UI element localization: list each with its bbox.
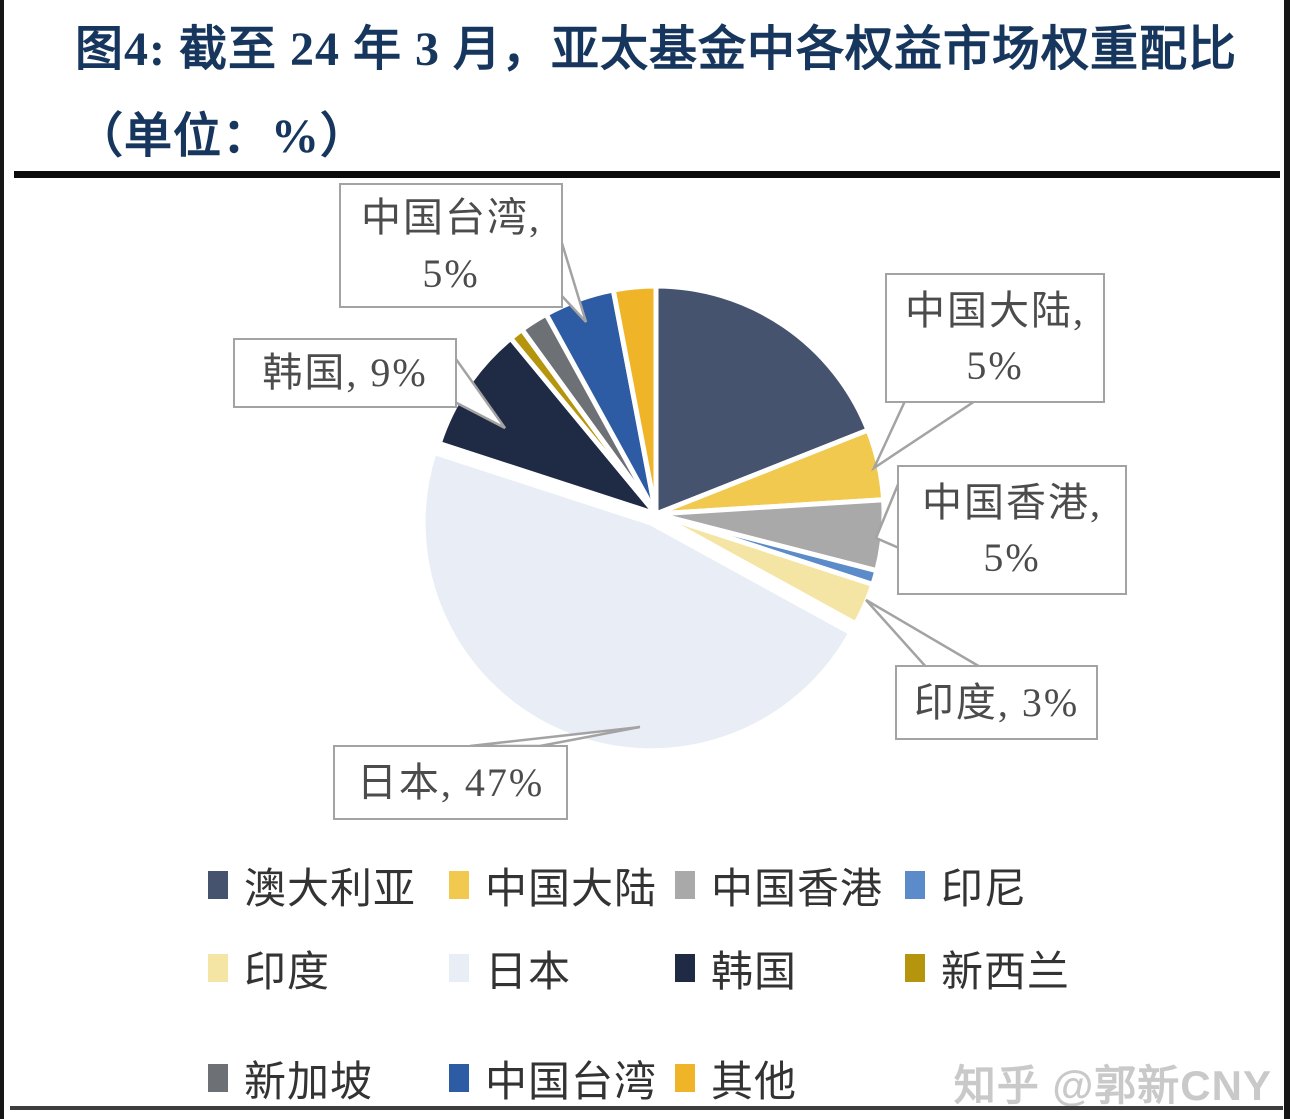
pie-slices bbox=[420, 283, 887, 754]
legend-swatch-china-hongkong bbox=[675, 871, 695, 899]
legend-swatch-japan bbox=[449, 954, 469, 982]
legend-label-china-taiwan: 中国台湾 bbox=[485, 1059, 658, 1106]
figure-bottom-rule bbox=[10, 1106, 1283, 1110]
legend-swatch-indonesia bbox=[905, 871, 925, 899]
callout-china-hongkong-line1: 中国香港, bbox=[922, 479, 1102, 525]
legend-item-indonesia: 印尼 bbox=[905, 855, 1027, 916]
legend-swatch-australia bbox=[208, 871, 228, 899]
callout-japan-line1: 日本, 47% bbox=[356, 759, 545, 805]
legend-item-japan: 日本 bbox=[449, 938, 675, 999]
figure-title-line1: 图4: 截至 24 年 3 月，亚太基金中各权益市场权重配比 bbox=[75, 23, 1237, 76]
screen-edge-right bbox=[1284, 0, 1290, 1119]
legend-label-australia: 澳大利亚 bbox=[244, 866, 417, 913]
callout-china-taiwan-line1: 中国台湾, bbox=[361, 195, 541, 241]
legend-row-3: 新加坡 中国台湾 其他 bbox=[208, 1048, 905, 1108]
legend-label-singapore: 新加坡 bbox=[244, 1059, 374, 1106]
callout-south-korea-line1: 韩国, 9% bbox=[262, 350, 428, 396]
legend-label-china-mainland: 中国大陆 bbox=[485, 866, 658, 913]
callout-china-taiwan: 中国台湾, 5% bbox=[339, 183, 563, 308]
callout-china-mainland-line1: 中国大陆, bbox=[905, 287, 1085, 333]
callout-china-hongkong: 中国香港, 5% bbox=[897, 465, 1127, 595]
legend-label-indonesia: 印尼 bbox=[941, 866, 1028, 913]
legend-item-china-taiwan: 中国台湾 bbox=[449, 1048, 675, 1109]
figure-title: 图4: 截至 24 年 3 月，亚太基金中各权益市场权重配比 （单位：%） bbox=[75, 6, 1280, 181]
watermark: 知乎 @郭新CNY bbox=[953, 1062, 1272, 1109]
callout-tail-china-mainland bbox=[871, 399, 980, 472]
legend-swatch-others bbox=[675, 1064, 695, 1092]
legend-swatch-china-mainland bbox=[449, 871, 469, 899]
legend-label-india: 印度 bbox=[244, 949, 331, 996]
callout-south-korea: 韩国, 9% bbox=[233, 338, 457, 408]
callout-india-line1: 印度, 3% bbox=[913, 679, 1080, 725]
legend-item-australia: 澳大利亚 bbox=[208, 855, 449, 916]
legend-item-china-mainland: 中国大陆 bbox=[449, 855, 675, 916]
legend-label-others: 其他 bbox=[711, 1059, 798, 1106]
callout-china-hongkong-line2: 5% bbox=[983, 535, 1041, 580]
pie-slice-japan bbox=[420, 450, 854, 754]
callout-china-mainland: 中国大陆, 5% bbox=[885, 273, 1105, 403]
callout-tail-india bbox=[865, 598, 987, 670]
pie-slice-india bbox=[653, 511, 876, 627]
legend-item-china-hongkong: 中国香港 bbox=[675, 855, 905, 916]
screen-edge-left bbox=[0, 0, 4, 1119]
legend-item-singapore: 新加坡 bbox=[208, 1048, 449, 1109]
legend-item-others: 其他 bbox=[675, 1048, 905, 1109]
title-divider-rule bbox=[14, 171, 1280, 178]
pie-slice-others bbox=[610, 283, 659, 517]
legend-label-south-korea: 韩国 bbox=[711, 949, 798, 996]
legend-swatch-india bbox=[208, 954, 228, 982]
legend-label-china-hongkong: 中国香港 bbox=[711, 866, 884, 913]
callout-china-mainland-line2: 5% bbox=[966, 343, 1024, 388]
figure-title-unit: （单位：%） bbox=[75, 110, 370, 164]
legend-row-2: 印度 日本 韩国 新西兰 bbox=[208, 938, 1070, 998]
legend-row-1: 澳大利亚 中国大陆 中国香港 印尼 bbox=[208, 855, 1027, 915]
legend-item-new-zealand: 新西兰 bbox=[905, 938, 1070, 999]
callout-china-taiwan-line2: 5% bbox=[422, 250, 480, 296]
callout-tails bbox=[449, 239, 987, 748]
legend-item-india: 印度 bbox=[208, 938, 449, 999]
legend-label-japan: 日本 bbox=[485, 949, 572, 996]
legend-swatch-south-korea bbox=[675, 954, 695, 982]
legend-swatch-china-taiwan bbox=[449, 1064, 469, 1092]
legend-item-south-korea: 韩国 bbox=[675, 938, 905, 999]
legend-swatch-singapore bbox=[208, 1064, 228, 1092]
pie-slice-australia bbox=[653, 283, 871, 517]
legend-label-new-zealand: 新西兰 bbox=[941, 949, 1071, 996]
legend-swatch-new-zealand bbox=[905, 954, 925, 982]
callout-india: 印度, 3% bbox=[895, 665, 1098, 740]
callout-japan: 日本, 47% bbox=[333, 745, 568, 820]
